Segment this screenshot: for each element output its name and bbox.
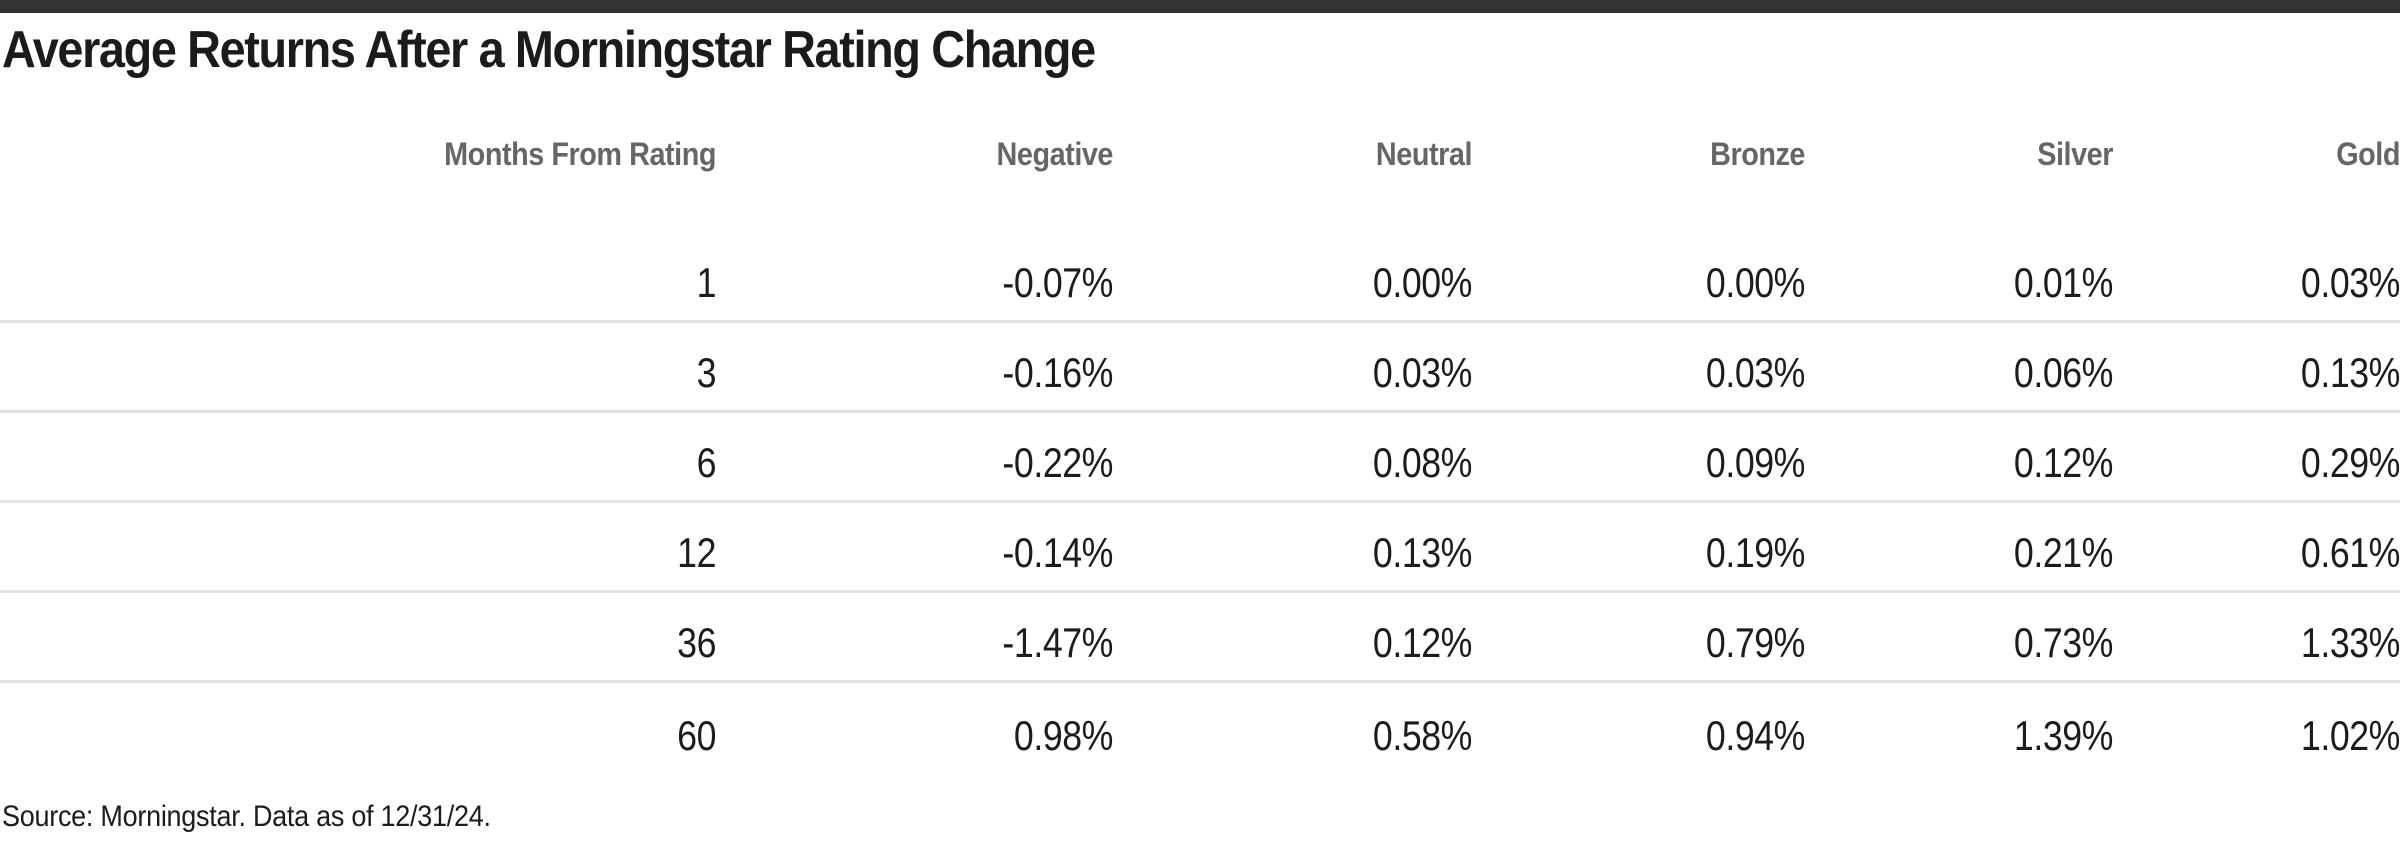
cell-return-value: 0.00% bbox=[1372, 259, 1473, 306]
source-note: Source: Morningstar. Data as of 12/31/24… bbox=[2, 800, 491, 833]
cell-return-value: -0.07% bbox=[1002, 259, 1113, 306]
table-row: 1 -0.07% 0.00% 0.00% 0.01% 0.03% bbox=[0, 233, 2400, 323]
cell-return-value: 0.19% bbox=[1705, 529, 1806, 576]
cell-months-from-rating: 6 bbox=[696, 439, 717, 486]
cell-months-from-rating: 60 bbox=[677, 712, 716, 759]
cell-return-value: 0.03% bbox=[1705, 349, 1806, 396]
cell-return-value: 0.09% bbox=[1705, 439, 1806, 486]
table-row: 60 0.98% 0.58% 0.94% 1.39% 1.02% bbox=[0, 683, 2400, 773]
cell-months-from-rating: 12 bbox=[677, 529, 716, 576]
cell-return-value: 0.03% bbox=[1372, 349, 1473, 396]
table-row: 36 -1.47% 0.12% 0.79% 0.73% 1.33% bbox=[0, 593, 2400, 683]
cell-return-value: -1.47% bbox=[1002, 619, 1113, 666]
cell-return-value: -0.22% bbox=[1002, 439, 1113, 486]
cell-return-value: 0.13% bbox=[2300, 349, 2400, 396]
cell-return-value: 0.94% bbox=[1705, 712, 1806, 759]
column-header-negative: Negative bbox=[996, 136, 1114, 172]
cell-return-value: 0.79% bbox=[1705, 619, 1806, 666]
column-header-neutral: Neutral bbox=[1375, 136, 1473, 172]
cell-return-value: 0.00% bbox=[1705, 259, 1806, 306]
cell-return-value: 0.06% bbox=[2013, 349, 2114, 396]
cell-return-value: 0.08% bbox=[1372, 439, 1473, 486]
cell-return-value: 0.73% bbox=[2013, 619, 2114, 666]
cell-return-value: 0.29% bbox=[2300, 439, 2400, 486]
cell-return-value: 1.39% bbox=[2013, 712, 2114, 759]
cell-return-value: 0.13% bbox=[1372, 529, 1473, 576]
cell-return-value: 0.12% bbox=[2013, 439, 2114, 486]
cell-return-value: 0.21% bbox=[2013, 529, 2114, 576]
cell-months-from-rating: 3 bbox=[696, 349, 717, 396]
cell-return-value: 1.02% bbox=[2300, 712, 2400, 759]
column-header-gold: Gold bbox=[2336, 136, 2400, 172]
cell-return-value: 0.58% bbox=[1372, 712, 1473, 759]
chart-title: Average Returns After a Morningstar Rati… bbox=[2, 21, 1096, 79]
cell-return-value: -0.16% bbox=[1002, 349, 1113, 396]
column-header-months-from-rating: Months From Rating bbox=[444, 136, 716, 172]
top-accent-bar bbox=[0, 0, 2400, 13]
table-row: 12 -0.14% 0.13% 0.19% 0.21% 0.61% bbox=[0, 503, 2400, 593]
table-row: 3 -0.16% 0.03% 0.03% 0.06% 0.13% bbox=[0, 323, 2400, 413]
cell-return-value: 0.98% bbox=[1013, 712, 1114, 759]
column-header-bronze: Bronze bbox=[1710, 136, 1805, 172]
table-row: 6 -0.22% 0.08% 0.09% 0.12% 0.29% bbox=[0, 413, 2400, 503]
cell-return-value: 0.01% bbox=[2013, 259, 2114, 306]
column-header-silver: Silver bbox=[2037, 136, 2113, 172]
cell-months-from-rating: 36 bbox=[677, 619, 716, 666]
cell-return-value: 0.03% bbox=[2300, 259, 2400, 306]
cell-months-from-rating: 1 bbox=[696, 259, 717, 306]
cell-return-value: 0.61% bbox=[2300, 529, 2400, 576]
cell-return-value: 1.33% bbox=[2300, 619, 2400, 666]
cell-return-value: -0.14% bbox=[1002, 529, 1113, 576]
table-body: 1 -0.07% 0.00% 0.00% 0.01% 0.03% 3 -0.16% 0.03% 0… bbox=[0, 233, 2400, 773]
cell-return-value: 0.12% bbox=[1372, 619, 1473, 666]
table-header-row: Months From Rating Negative Neutral Bronze S… bbox=[0, 126, 2400, 170]
